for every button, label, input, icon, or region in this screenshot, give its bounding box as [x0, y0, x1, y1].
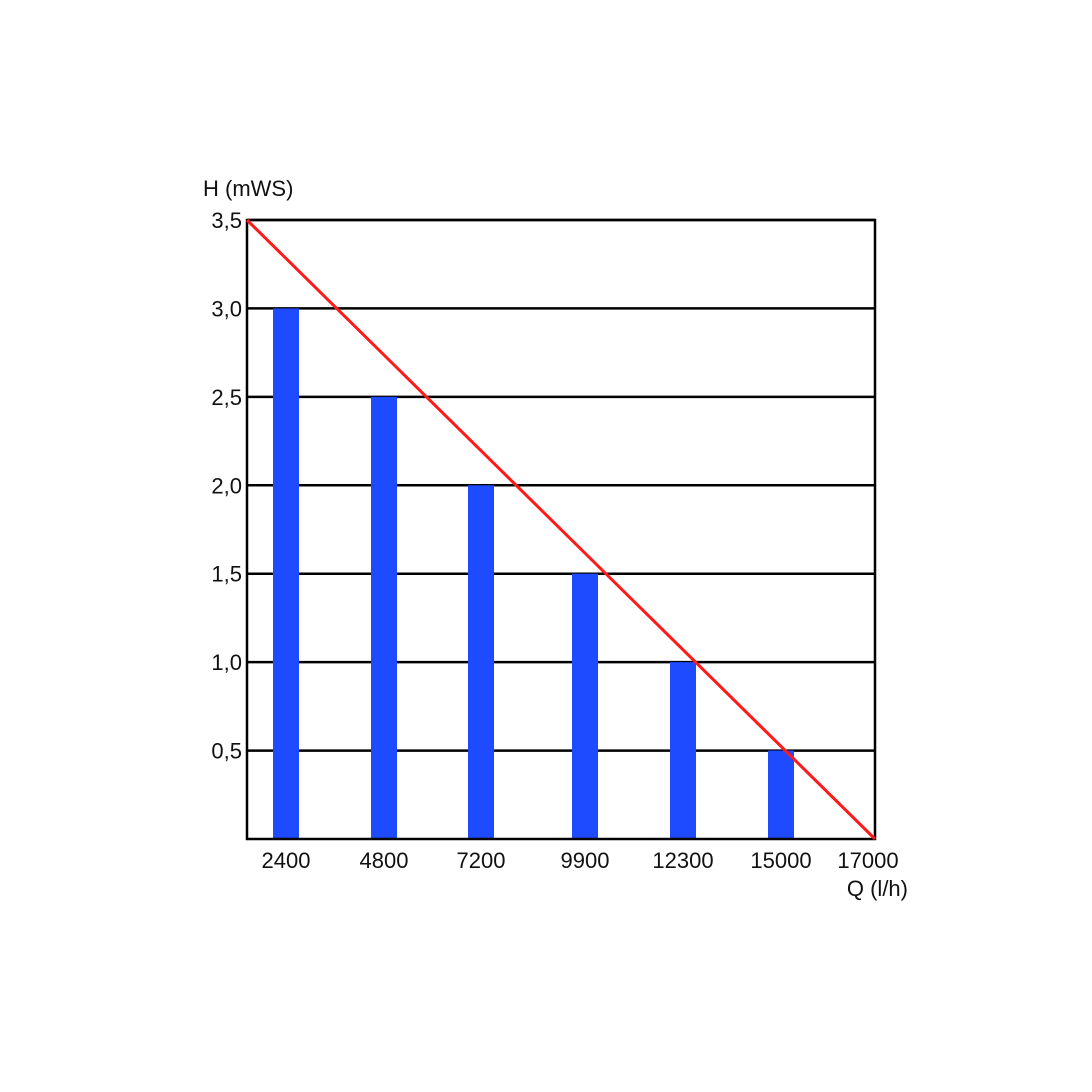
y-tick-label: 0,5: [211, 739, 242, 764]
x-tick-label: 2400: [262, 848, 311, 873]
bar: [768, 750, 794, 839]
x-tick-labels: 2400 4800 7200 9900 12300 15000 17000: [262, 848, 899, 873]
y-tick-label: 2,0: [211, 473, 242, 498]
x-tick-label: 7200: [457, 848, 506, 873]
bar: [670, 662, 696, 839]
bar: [273, 308, 299, 839]
bar: [572, 573, 598, 839]
y-axis-title: H (mWS): [203, 176, 293, 201]
x-tick-label: 15000: [750, 848, 811, 873]
bar: [468, 485, 494, 839]
y-tick-label: 3,0: [211, 296, 242, 321]
performance-line: [245, 218, 877, 841]
y-tick-labels: 0,5 1,0 1,5 2,0 2,5 3,0 3,5: [211, 208, 242, 764]
y-tick-label: 1,5: [211, 562, 242, 587]
x-axis-title: Q (l/h): [847, 876, 908, 901]
y-tick-label: 2,5: [211, 385, 242, 410]
x-tick-label: 9900: [561, 848, 610, 873]
y-tick-label: 3,5: [211, 208, 242, 233]
grid-lines: [247, 218, 875, 752]
bar: [371, 396, 397, 839]
x-tick-label: 4800: [360, 848, 409, 873]
x-tick-label: 17000: [837, 848, 898, 873]
bars: [273, 308, 794, 839]
x-tick-label: 12300: [652, 848, 713, 873]
plot-frame: [245, 218, 877, 841]
y-tick-label: 1,0: [211, 650, 242, 675]
